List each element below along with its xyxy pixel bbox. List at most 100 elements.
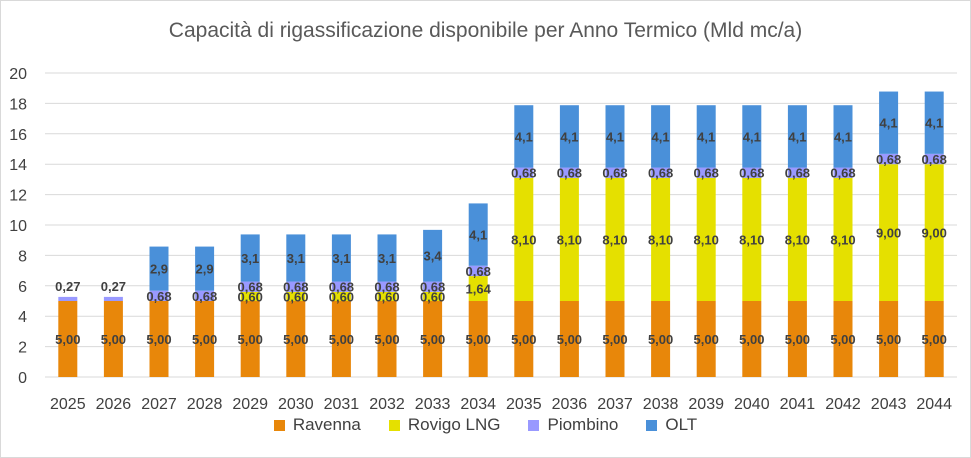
data-label: 4,1 <box>560 129 578 144</box>
bar-segment <box>514 105 534 168</box>
data-label: 4,1 <box>788 129 806 144</box>
bar-segment <box>377 301 397 377</box>
y-tick-label: 12 <box>9 188 27 205</box>
bar-segment <box>149 290 169 301</box>
x-tick-label: 2030 <box>278 396 314 413</box>
bar-segment <box>787 177 807 301</box>
x-tick-label: 2042 <box>825 396 861 413</box>
data-label: 4,1 <box>925 116 943 131</box>
data-label: 4,1 <box>743 129 761 144</box>
data-label: 3,1 <box>332 251 350 266</box>
x-tick-label: 2037 <box>597 396 633 413</box>
x-tick-label: 2034 <box>460 396 496 413</box>
bar-segment <box>696 177 716 301</box>
data-label: 0,68 <box>602 166 627 181</box>
bar-segment <box>468 203 488 266</box>
data-label: 0,60 <box>420 289 445 304</box>
data-label: 5,00 <box>374 332 399 347</box>
data-label: 5,00 <box>466 332 491 347</box>
data-label: 0,68 <box>374 280 399 295</box>
data-label: 0,68 <box>466 264 491 279</box>
bar-segment <box>423 291 443 301</box>
bar-segment <box>787 167 807 178</box>
bar-segment <box>514 301 534 377</box>
legend-swatch <box>528 419 540 431</box>
bar-segment <box>240 291 260 301</box>
x-tick-label: 2041 <box>780 396 816 413</box>
chart-legend: Ravenna Rovigo LNG Piombino OLT <box>1 415 970 435</box>
bar-segment <box>924 153 944 165</box>
data-label: 4,1 <box>652 129 670 144</box>
x-tick-label: 2025 <box>50 396 86 413</box>
bar-segment <box>377 291 397 301</box>
bar-segment <box>605 167 625 178</box>
x-tick-label: 2044 <box>916 396 952 413</box>
bar-segment <box>377 281 397 292</box>
bar-segment <box>423 281 443 292</box>
data-label: 4,1 <box>515 129 533 144</box>
data-label: 0,60 <box>329 289 354 304</box>
data-label: 1,64 <box>466 282 492 297</box>
bar-segment <box>651 167 671 178</box>
legend-label: Rovigo LNG <box>407 415 501 434</box>
bar-segment <box>605 301 625 377</box>
bar-segment <box>559 177 579 301</box>
data-label: 0,68 <box>557 166 582 181</box>
bar-segment <box>696 105 716 168</box>
data-label: 0,68 <box>283 280 308 295</box>
data-label: 5,00 <box>648 332 673 347</box>
data-label: 0,68 <box>694 166 719 181</box>
bar-segment <box>149 246 169 291</box>
data-label: 5,00 <box>511 332 536 347</box>
data-label: 0,68 <box>785 166 810 181</box>
bar-segment <box>651 177 671 301</box>
data-label: 0,68 <box>739 166 764 181</box>
data-label: 0,60 <box>238 289 263 304</box>
y-tick-label: 14 <box>9 157 27 174</box>
x-tick-label: 2033 <box>415 396 451 413</box>
bar-segment <box>377 234 397 282</box>
bar-segment <box>331 234 351 282</box>
bar-segment <box>833 177 853 301</box>
legend-item: Piombino <box>528 415 618 435</box>
data-label: 4,1 <box>606 129 624 144</box>
bar-segment <box>103 301 123 377</box>
bar-segment <box>103 296 123 301</box>
bar-segment <box>742 167 762 178</box>
data-label: 5,00 <box>739 332 764 347</box>
bar-segment <box>742 105 762 168</box>
data-label: 2,9 <box>150 262 168 277</box>
data-label: 0,68 <box>511 166 536 181</box>
data-label: 4,1 <box>697 129 715 144</box>
data-label: 3,1 <box>378 251 396 266</box>
data-label: 8,10 <box>830 232 855 247</box>
bar-segment <box>468 265 488 277</box>
legend-swatch <box>646 419 658 431</box>
bar-segment <box>331 281 351 292</box>
legend-item: Rovigo LNG <box>388 415 501 435</box>
legend-label: OLT <box>665 415 698 434</box>
bar-segment <box>286 301 306 377</box>
data-label: 4,1 <box>834 129 852 144</box>
data-label: 8,10 <box>648 232 673 247</box>
y-tick-label: 0 <box>18 370 27 387</box>
bar-segment <box>195 246 215 291</box>
data-label: 0,68 <box>146 289 171 304</box>
data-label: 0,68 <box>648 166 673 181</box>
bar-segment <box>605 177 625 301</box>
data-label: 0,68 <box>420 280 445 295</box>
bar-segment <box>559 105 579 168</box>
x-tick-label: 2035 <box>506 396 542 413</box>
bar-segment <box>605 105 625 168</box>
bar-segment <box>559 301 579 377</box>
y-tick-label: 2 <box>18 340 27 357</box>
x-tick-label: 2032 <box>369 396 405 413</box>
x-tick-label: 2043 <box>871 396 907 413</box>
bar-segment <box>833 301 853 377</box>
y-tick-label: 20 <box>9 66 27 83</box>
legend-label: Ravenna <box>292 415 361 434</box>
data-label: 9,00 <box>922 226 947 241</box>
bar-segment <box>651 105 671 168</box>
data-label: 5,00 <box>785 332 810 347</box>
